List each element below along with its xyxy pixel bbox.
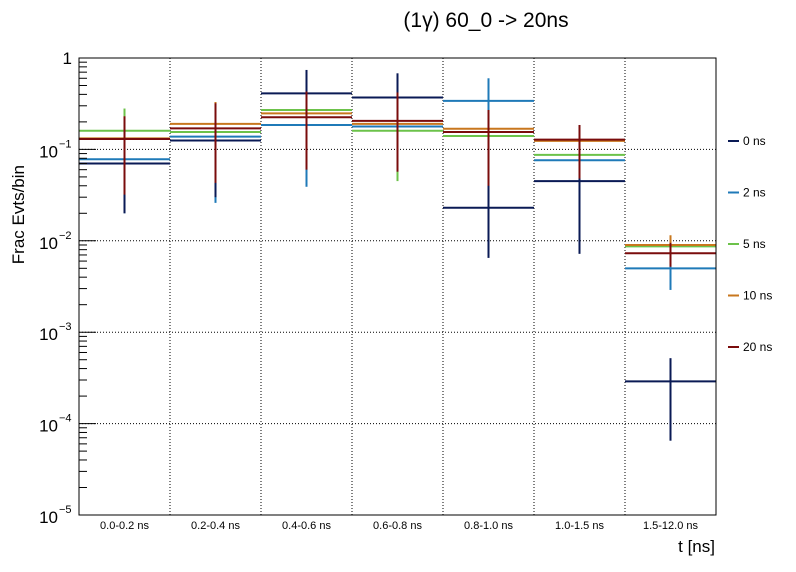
series-20-ns xyxy=(79,91,716,267)
x-category-label: 0.2-0.4 ns xyxy=(191,520,240,532)
y-tick-exponent: −3 xyxy=(59,321,72,333)
legend-label: 5 ns xyxy=(743,237,766,251)
x-category-label: 0.8-1.0 ns xyxy=(464,520,513,532)
x-category-label: 0.0-0.2 ns xyxy=(100,520,149,532)
x-axis-title: t [ns] xyxy=(678,537,715,556)
legend-item: 10 ns xyxy=(728,289,772,303)
y-tick-exponent: −2 xyxy=(59,230,72,242)
x-category-label: 0.4-0.6 ns xyxy=(282,520,331,532)
y-axis-title: Frac Evts/bin xyxy=(9,165,28,264)
y-tick-label: 1 xyxy=(63,49,72,68)
y-tick-label: 10 xyxy=(39,508,58,527)
y-tick-exponent: −1 xyxy=(59,138,72,150)
legend-label: 0 ns xyxy=(743,134,766,148)
y-tick-label: 10 xyxy=(39,142,58,161)
y-ticks: 110−110−210−310−410−5 xyxy=(39,49,96,527)
legend-item: 5 ns xyxy=(728,237,766,251)
legend-item: 2 ns xyxy=(728,186,766,200)
y-tick-label: 10 xyxy=(39,234,58,253)
series-layer xyxy=(79,69,716,441)
legend-item: 20 ns xyxy=(728,340,772,354)
y-tick-label: 10 xyxy=(39,325,58,344)
x-category-label: 1.5-12.0 ns xyxy=(643,520,699,532)
legend: 0 ns 2 ns 5 ns 10 ns 20 ns xyxy=(728,134,772,354)
legend-label: 20 ns xyxy=(743,340,772,354)
legend-label: 2 ns xyxy=(743,186,766,200)
plot-frame xyxy=(78,57,717,516)
legend-label: 10 ns xyxy=(743,289,772,303)
x-ticks: 0.0-0.2 ns 0.2-0.4 ns 0.4-0.6 ns 0.6-0.8 ns… xyxy=(100,520,698,532)
y-tick-label: 10 xyxy=(39,417,58,436)
x-category-label: 1.0-1.5 ns xyxy=(555,520,604,532)
y-tick-exponent: −5 xyxy=(59,504,72,516)
y-tick-exponent: −4 xyxy=(59,413,72,425)
x-category-label: 0.6-0.8 ns xyxy=(373,520,422,532)
legend-item: 0 ns xyxy=(728,134,766,148)
chart-title: (1γ) 60_0 -> 20ns xyxy=(403,9,568,32)
